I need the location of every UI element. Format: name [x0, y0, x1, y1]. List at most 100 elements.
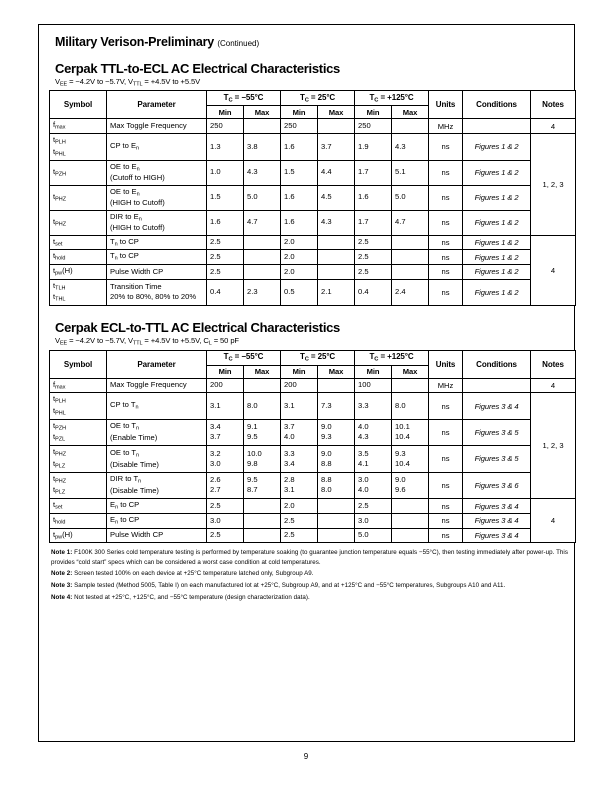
page-footer: 9: [0, 752, 612, 761]
table1-header-row-1: Symbol Parameter TC = −55°C TC = 25°C TC…: [49, 90, 577, 120]
cell-units: ns: [428, 184, 464, 211]
footnote-text: Not tested at +25°C, +125°C, and −55°C t…: [74, 594, 310, 602]
th2-tc-25: TC = 25°C: [280, 349, 356, 366]
cell-units: ns: [428, 263, 464, 280]
cell-parameter: En to CP: [106, 498, 207, 514]
table-row: tPHZ DIR to En (HIGH to Cutoff) 1.6 4.7 1.6 4.…: [49, 209, 576, 236]
cell-min-minus55: 2.6 2.7: [206, 471, 244, 500]
cell-parameter: OE to En (Cutoff to HIGH): [106, 159, 207, 186]
cell-max-125: 5.0: [391, 184, 430, 211]
th2-min-m55: Min: [206, 364, 244, 379]
cell-units: MHz: [428, 377, 464, 394]
cell-symbol: tPZH tPZL: [49, 418, 107, 447]
cell-conditions: Figures 1 & 2: [462, 209, 532, 236]
page-border: 电子工程 Military Verison-Preliminary (Conti…: [38, 24, 577, 742]
cell-conditions: Figures 1 & 2: [462, 263, 532, 280]
cell-conditions: Figures 1 & 2: [462, 133, 532, 161]
cell-max-25: 8.8 8.0: [317, 471, 356, 500]
cell-max-125: 4.7: [391, 209, 430, 236]
cell-conditions: Figures 3 & 5: [462, 418, 532, 447]
cell-max-125: 8.0: [391, 392, 430, 420]
cell-min-25: 1.6: [280, 133, 319, 161]
table2-heading: Cerpak ECL-to-TTL AC Electrical Characte…: [55, 320, 340, 336]
table1-conditions: VEE = −4.2V to −5.7V, VTTL = +4.5V to +5…: [55, 77, 201, 88]
cell-min-125: 2.5: [354, 249, 393, 265]
th-tc-25: TC = 25°C: [280, 90, 356, 107]
cell-min-125: 1.9: [354, 133, 393, 161]
cell-max-125: 9.0 9.6: [391, 471, 430, 500]
table-row: tPLH tPHL CP to Tn 3.1 8.0 3.1 7.3 3.3 8.0 ns Figu…: [49, 392, 577, 500]
cell-max-25: [317, 263, 356, 280]
cell-min-minus55: 3.4 3.7: [206, 418, 244, 447]
table-row: fmax Max Toggle Frequency 200 200 100 MHz 4: [49, 377, 577, 394]
cell-symbol: tPZH: [49, 159, 107, 186]
table-row: tPZH tPZL OE to Tn (Enable Time) 3.4 3.7 9.1 9.…: [49, 418, 576, 447]
cell-units: ns: [428, 471, 464, 500]
cell-units: ns: [428, 512, 464, 529]
cell-max-125: [391, 249, 430, 265]
cell-min-minus55: 1.5: [206, 184, 244, 211]
cell-units: ns: [428, 498, 464, 514]
cell-min-25: 200: [280, 377, 319, 394]
footnote-label: Note 3:: [51, 582, 73, 590]
cell-max-25: 9.0 9.3: [317, 418, 356, 447]
cell-min-125: 3.0 4.0: [354, 471, 393, 500]
cell-min-minus55: 2.5: [206, 527, 244, 544]
cell-min-minus55: 3.0: [206, 512, 244, 529]
cell-min-25: 2.0: [280, 498, 319, 514]
th2-max-125: Max: [391, 364, 430, 379]
page-number: 9: [303, 752, 309, 761]
cell-max-minus55: [242, 512, 282, 529]
cell-max-125: [391, 498, 430, 514]
cell-conditions: Figures 1 & 2: [462, 249, 532, 265]
page-title-text: Military Verison-Preliminary: [55, 35, 215, 49]
cell-notes: 4: [530, 498, 577, 544]
table1-header-row-2: Min Max Min Max Min Max: [50, 105, 576, 120]
cell-min-125: 0.4: [354, 278, 393, 307]
cell-symbol: tPLH tPHL: [49, 392, 107, 420]
cell-max-125: [391, 234, 430, 251]
cell-units: MHz: [428, 118, 464, 135]
th2-min-25: Min: [280, 364, 319, 379]
cell-symbol: fmax: [49, 118, 107, 135]
table-row: tPHZ tPLZ DIR to Tn (Disable Time) 2.6 2.7 9.5…: [49, 471, 576, 500]
table-row: tPZH OE to En (Cutoff to HIGH) 1.0 4.3 1.5 4.4…: [49, 159, 576, 186]
cell-parameter: OE to Tn (Disable Time): [106, 445, 207, 473]
th2-units: Units: [428, 349, 464, 379]
cell-symbol: thold: [49, 249, 107, 265]
th-notes: Notes: [530, 90, 577, 120]
cell-conditions: Figures 1 & 2: [462, 234, 532, 251]
th-max-m55: Max: [242, 105, 282, 120]
cell-units: ns: [428, 278, 464, 307]
th-symbol: Symbol: [49, 90, 107, 120]
cell-symbol: tPHZ: [49, 184, 107, 211]
cell-max-125: [391, 263, 430, 280]
cell-max-minus55: 9.1 9.5: [242, 418, 282, 447]
table-row: tPHZ tPLZ OE to Tn (Disable Time) 3.2 3.0 10.0…: [49, 445, 576, 473]
cell-units: ns: [428, 445, 464, 473]
cell-units: ns: [428, 133, 464, 161]
table-row: tTLH tTHL Transition Time 20% to 80%, 80% t…: [49, 278, 576, 307]
cell-min-25: 1.6: [280, 184, 319, 211]
cell-min-25: 2.0: [280, 249, 319, 265]
footnote-text: Sample tested (Method 5005, Table I) on …: [74, 582, 506, 590]
cell-min-minus55: 1.3: [206, 133, 244, 161]
cell-min-125: 5.0: [354, 527, 393, 544]
cell-min-125: 4.0 4.3: [354, 418, 393, 447]
table1-body: fmax Max Toggle Frequency 250 250 250 MHz 4 tPL…: [49, 118, 577, 307]
cell-conditions: Figures 3 & 6: [462, 471, 532, 500]
footnote-label: Note 2:: [51, 570, 73, 578]
cell-notes: 4: [530, 234, 577, 307]
cell-parameter: OE to En (HIGH to Cutoff): [106, 184, 207, 211]
cell-units: ns: [428, 249, 464, 265]
cell-conditions: Figures 3 & 4: [462, 392, 532, 420]
cell-max-125: 10.1 10.4: [391, 418, 430, 447]
cell-parameter: Pulse Width CP: [106, 527, 207, 544]
cell-max-125: 4.3: [391, 133, 430, 161]
th-parameter: Parameter: [106, 90, 207, 120]
th-conditions: Conditions: [462, 90, 532, 120]
cell-max-minus55: [242, 234, 282, 251]
cell-min-125: 250: [354, 118, 393, 135]
cell-min-minus55: 1.6: [206, 209, 244, 236]
